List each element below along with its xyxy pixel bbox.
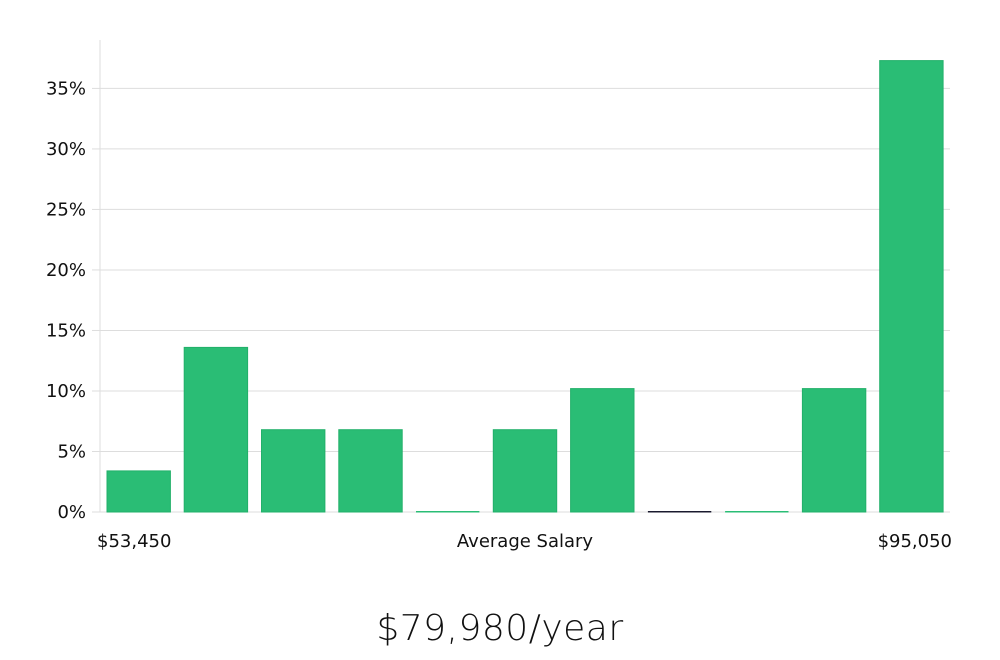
bar xyxy=(647,511,712,513)
bar xyxy=(570,388,635,513)
bar xyxy=(492,429,558,513)
y-tick-label: 10% xyxy=(46,381,86,402)
bar xyxy=(725,511,789,513)
bar xyxy=(801,388,867,513)
y-tick-label: 0% xyxy=(57,502,86,523)
x-min-label: $53,450 xyxy=(97,531,171,552)
chart-canvas: 0% 5% 10% 15% 20% 25% 30% 35% $53,450 Average S… xyxy=(46,40,952,552)
bar xyxy=(338,429,403,513)
y-tick-label: 25% xyxy=(46,199,86,220)
y-tick-label: 20% xyxy=(46,260,86,281)
y-tick-label: 35% xyxy=(46,78,86,99)
x-axis-title: Average Salary xyxy=(457,531,594,552)
bar xyxy=(183,346,249,513)
bar xyxy=(879,60,944,513)
y-tick-label: 15% xyxy=(46,320,86,341)
bars xyxy=(106,60,944,513)
average-salary-value: $79,980/year xyxy=(376,608,624,649)
y-tick-label: 5% xyxy=(57,441,86,462)
y-tick-label: 30% xyxy=(46,139,86,160)
y-tick-labels: 0% 5% 10% 15% 20% 25% 30% 35% xyxy=(46,78,86,523)
bar xyxy=(416,511,480,513)
x-max-label: $95,050 xyxy=(878,531,952,552)
bar xyxy=(261,429,326,513)
bar xyxy=(106,470,171,513)
